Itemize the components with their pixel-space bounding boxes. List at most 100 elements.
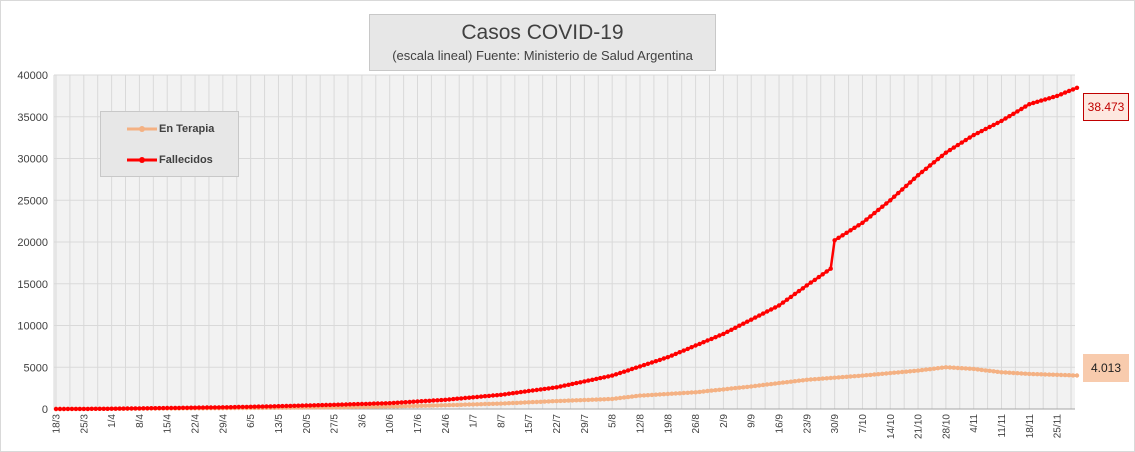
x-tick-label: 28/10	[941, 414, 952, 439]
data-point	[709, 336, 714, 342]
data-point	[586, 397, 591, 403]
x-tick-label: 30/9	[830, 414, 841, 434]
data-point	[621, 395, 627, 400]
data-point	[610, 373, 615, 378]
data-point	[105, 406, 110, 411]
data-point	[721, 387, 726, 392]
data-point	[967, 135, 972, 140]
data-point	[705, 388, 710, 394]
data-point	[184, 405, 190, 410]
data-point	[391, 400, 396, 406]
data-point	[411, 399, 416, 404]
x-tick-label: 29/4	[218, 414, 229, 434]
x-tick-label: 3/6	[357, 414, 368, 428]
data-point	[657, 392, 662, 397]
data-point	[383, 401, 388, 406]
data-point	[478, 394, 484, 399]
data-point	[617, 370, 623, 376]
data-point	[860, 373, 865, 378]
data-point	[733, 325, 738, 330]
data-point	[272, 404, 277, 409]
data-point	[65, 406, 71, 412]
data-point	[1015, 371, 1020, 376]
chart-title-box: Casos COVID-19 (escala lineal) Fuente: M…	[369, 14, 716, 71]
data-point	[506, 391, 512, 396]
data-point	[812, 277, 817, 283]
data-point	[876, 207, 881, 213]
x-tick-label: 8/7	[496, 414, 507, 428]
data-point	[566, 382, 571, 387]
data-point	[629, 394, 635, 399]
data-point	[1039, 372, 1044, 377]
data-point	[578, 398, 583, 403]
data-point	[232, 404, 237, 410]
data-point	[991, 369, 996, 374]
data-point	[963, 137, 968, 143]
data-point	[578, 380, 583, 385]
data-point	[1043, 97, 1048, 102]
data-point	[546, 386, 551, 391]
data-point	[522, 400, 527, 405]
data-point	[530, 399, 535, 405]
data-point	[375, 401, 380, 406]
data-point	[820, 272, 825, 277]
data-point	[514, 390, 519, 395]
data-point	[772, 305, 778, 310]
data-point	[459, 396, 464, 401]
data-point	[347, 402, 353, 407]
data-point	[876, 372, 881, 377]
data-point	[745, 384, 750, 390]
x-tick-label: 26/8	[691, 414, 702, 434]
data-point	[216, 405, 222, 410]
data-point	[455, 396, 460, 401]
data-point	[399, 400, 404, 405]
data-point	[474, 394, 480, 400]
data-point	[355, 401, 361, 407]
data-point	[784, 380, 790, 385]
data-point	[371, 404, 376, 409]
y-tick-label: 40000	[17, 70, 48, 82]
data-point	[665, 355, 670, 360]
data-point	[919, 169, 925, 175]
data-point	[383, 404, 388, 409]
data-point	[725, 386, 730, 392]
data-point	[808, 377, 813, 382]
data-point	[804, 377, 809, 382]
data-point	[161, 405, 166, 411]
data-point	[633, 365, 639, 370]
data-point	[415, 403, 420, 409]
data-point	[911, 368, 917, 374]
data-point	[915, 173, 921, 178]
data-point	[637, 393, 643, 398]
data-point	[649, 392, 655, 398]
x-tick-label: 10/6	[385, 414, 396, 434]
data-point	[951, 145, 956, 150]
data-point	[494, 393, 500, 398]
data-point	[641, 393, 647, 398]
x-tick-label: 12/8	[635, 414, 646, 434]
data-point	[81, 406, 87, 412]
data-point	[606, 374, 611, 379]
data-point	[760, 382, 766, 388]
legend-label: Fallecidos	[159, 154, 213, 166]
data-point	[534, 387, 539, 393]
data-point	[753, 383, 758, 389]
data-point	[423, 398, 428, 404]
data-point	[888, 370, 893, 376]
data-point	[443, 397, 448, 402]
data-point	[1066, 373, 1072, 378]
data-point	[1023, 104, 1028, 109]
data-point	[117, 406, 122, 411]
data-point	[590, 377, 595, 382]
data-point	[844, 374, 849, 379]
data-point	[979, 128, 984, 134]
data-point	[463, 395, 468, 401]
data-point	[574, 380, 579, 386]
data-point	[371, 401, 376, 406]
x-tick-label: 5/8	[608, 414, 619, 428]
x-tick-label: 7/10	[858, 414, 869, 434]
data-point	[927, 163, 933, 168]
data-point	[931, 366, 937, 371]
data-point	[673, 391, 678, 396]
x-tick-label: 18/3	[51, 414, 62, 434]
